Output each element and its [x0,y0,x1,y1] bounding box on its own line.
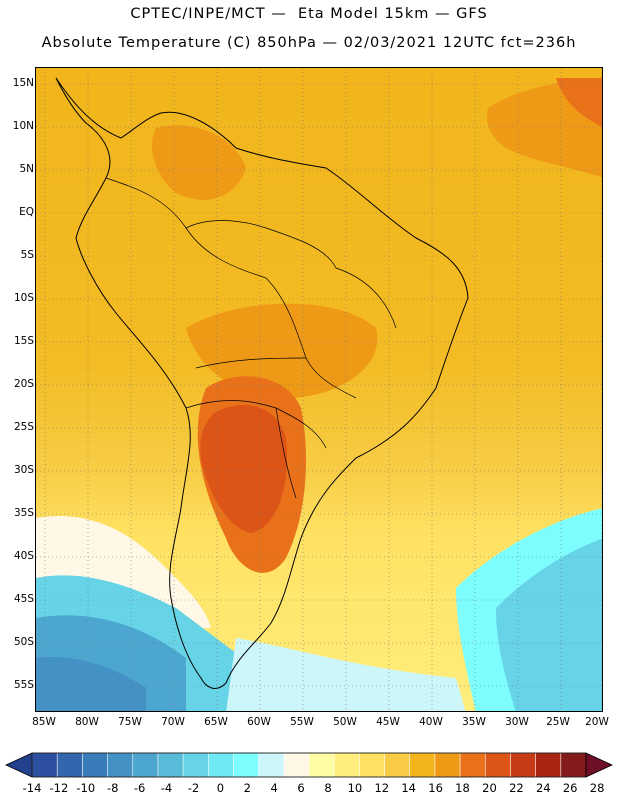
colorbar-cell [384,752,411,778]
colorbar-cell [283,752,310,778]
colorbar-under-triangle [5,752,33,778]
grid-lines [36,68,602,711]
lon-label: 85W [32,716,56,728]
field-central-warm [186,303,378,398]
colorbar-label: 16 [428,781,443,795]
lat-label: 35S [13,507,34,519]
lat-label: 5N [19,163,34,175]
colorbar-cell [157,752,184,778]
lat-label: 45S [13,593,34,605]
colorbar-label: 2 [243,781,251,795]
colorbar-label: 0 [216,781,225,795]
lat-label: 50S [13,636,34,648]
lat-label: 10S [13,292,34,304]
colorbar-label: 24 [535,781,551,795]
lon-label: 55W [290,716,314,728]
lat-label: 10N [12,120,34,132]
field-chaco-hotter [200,405,287,533]
colorbar-over-triangle [585,752,613,778]
colorbar-cell [484,752,512,778]
colorbar-label: 20 [482,781,497,795]
field-southwest-coldest [36,657,146,711]
title-line-1: CPTEC/INPE/MCT — Eta Model 15km — GFS [130,6,488,22]
lon-label: 80W [75,716,99,728]
south-america-outline [55,77,469,689]
lon-label: 30W [505,716,529,728]
lat-label: 5S [20,249,34,261]
lat-label: EQ [19,206,34,218]
lon-label: 40W [419,716,443,728]
colorbar-label: -10 [76,781,96,795]
lon-label: 35W [462,716,486,728]
colorbar-cell [107,752,134,778]
colorbar-label: -14 [22,781,42,795]
temperature-map[interactable] [35,67,603,712]
lat-label: 40S [13,550,34,562]
colorbar-cell [207,752,235,778]
colorbar-label: -6 [133,781,146,795]
colorbar-cell [308,752,335,778]
colorbar-label: 22 [509,781,524,795]
lon-label: 50W [333,716,357,728]
lon-label: 60W [247,716,271,728]
colorbar-cell [434,752,461,778]
colorbar-cell [560,752,587,778]
colorbar-label: 8 [324,781,332,795]
country-borders [105,177,397,499]
colorbar-cell [535,752,562,778]
colorbar-label: 10 [347,781,363,795]
color-bar [5,752,613,778]
lat-label: 15N [12,77,34,89]
colorbar-cell [82,752,109,778]
lat-label: 15S [13,335,34,347]
colorbar-label: 28 [589,781,605,795]
colorbar-cell [56,752,83,778]
colorbar-label: 26 [562,781,578,795]
field-amazon-warm [152,125,246,200]
colorbar-cell [132,752,159,778]
field-caribbean-warm [556,78,602,127]
lon-label: 65W [204,716,228,728]
colorbar-label: -4 [160,781,173,795]
field-southeast-colder [496,538,602,711]
colorbar-cell [233,752,260,778]
lat-label: 20S [13,378,34,390]
colorbar-cell [510,752,537,778]
colorbar-label: 12 [374,781,390,795]
lat-label: 30S [13,464,34,476]
colorbar-label: 4 [270,781,278,795]
lat-label: 55S [13,679,34,691]
lon-label: 25W [546,716,570,728]
colorbar-label: -8 [106,781,119,795]
colorbar-label: -2 [187,781,200,795]
colorbar-cell [459,752,486,778]
colorbar-label: 18 [455,781,470,795]
colorbar-cell [182,752,209,778]
title-line-2: Absolute Temperature (C) 850hPa — 02/03/… [41,35,577,51]
colorbar-label: 14 [401,781,417,795]
lon-label: 70W [161,716,185,728]
field-south-pale [226,638,466,711]
colorbar-label: 6 [297,781,305,795]
colorbar-cell [359,752,386,778]
colorbar-cell [31,752,58,778]
lat-label: 25S [13,421,34,433]
colorbar-label: -12 [49,781,69,795]
colorbar-cell [409,752,436,778]
colorbar-cell [258,752,285,778]
lon-label: 45W [376,716,400,728]
lon-label: 75W [118,716,142,728]
lon-label: 20W [585,716,609,728]
colorbar-cell [333,752,360,778]
